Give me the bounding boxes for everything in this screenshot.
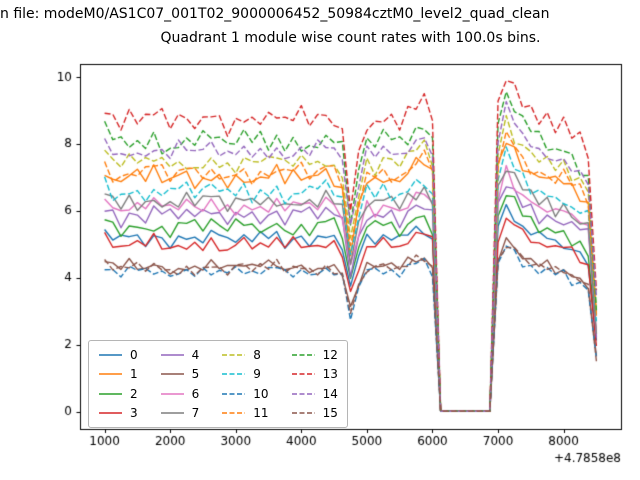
- legend-line-sample: [291, 369, 316, 379]
- legend-line-sample: [160, 389, 185, 399]
- legend-label: 5: [191, 367, 200, 382]
- legend-line-sample: [291, 389, 316, 399]
- legend-label: 2: [130, 386, 138, 401]
- legend-item-13: 13: [291, 365, 338, 385]
- legend-label: 8: [253, 347, 261, 362]
- legend-line-sample: [98, 350, 123, 360]
- legend-line-sample: [98, 408, 123, 418]
- legend-label: 9: [253, 367, 261, 382]
- legend-item-9: 9: [221, 365, 268, 385]
- legend-line-sample: [221, 350, 246, 360]
- legend-item-14: 14: [291, 384, 338, 404]
- legend-line-sample: [98, 389, 123, 399]
- legend-item-1: 1: [98, 365, 138, 385]
- legend: 0 1 2 3 4 5 6 7 8 9 10 11 12 13 14 15: [88, 340, 348, 428]
- legend-line-sample: [291, 408, 316, 418]
- legend-line-sample: [160, 408, 185, 418]
- legend-label: 15: [322, 406, 338, 421]
- legend-item-10: 10: [221, 384, 269, 404]
- legend-label: 11: [253, 406, 269, 421]
- legend-item-7: 7: [160, 404, 200, 424]
- legend-item-2: 2: [98, 384, 138, 404]
- legend-item-5: 5: [160, 365, 200, 385]
- legend-label: 6: [191, 386, 200, 401]
- legend-item-8: 8: [221, 345, 268, 365]
- legend-line-sample: [160, 369, 185, 379]
- legend-line-sample: [98, 369, 123, 379]
- legend-item-15: 15: [291, 404, 338, 424]
- legend-label: 3: [130, 406, 138, 421]
- legend-line-sample: [291, 350, 316, 360]
- legend-item-3: 3: [98, 404, 138, 424]
- legend-item-4: 4: [160, 345, 200, 365]
- legend-item-6: 6: [160, 384, 200, 404]
- legend-label: 12: [322, 347, 338, 362]
- legend-label: 0: [130, 347, 138, 362]
- legend-item-12: 12: [291, 345, 338, 365]
- legend-line-sample: [221, 408, 246, 418]
- legend-item-0: 0: [98, 345, 138, 365]
- legend-label: 1: [130, 367, 138, 382]
- legend-label: 14: [322, 386, 338, 401]
- legend-label: 7: [191, 406, 200, 421]
- legend-item-11: 11: [221, 404, 269, 424]
- legend-line-sample: [221, 369, 246, 379]
- legend-label: 13: [322, 367, 338, 382]
- file-title: n file: modeM0/AS1C07_001T02_9000006452_…: [0, 6, 550, 22]
- chart-title: Quadrant 1 module wise count rates with …: [160, 30, 541, 46]
- legend-label: 4: [191, 347, 200, 362]
- legend-line-sample: [160, 350, 185, 360]
- legend-label: 10: [253, 386, 269, 401]
- legend-line-sample: [221, 389, 246, 399]
